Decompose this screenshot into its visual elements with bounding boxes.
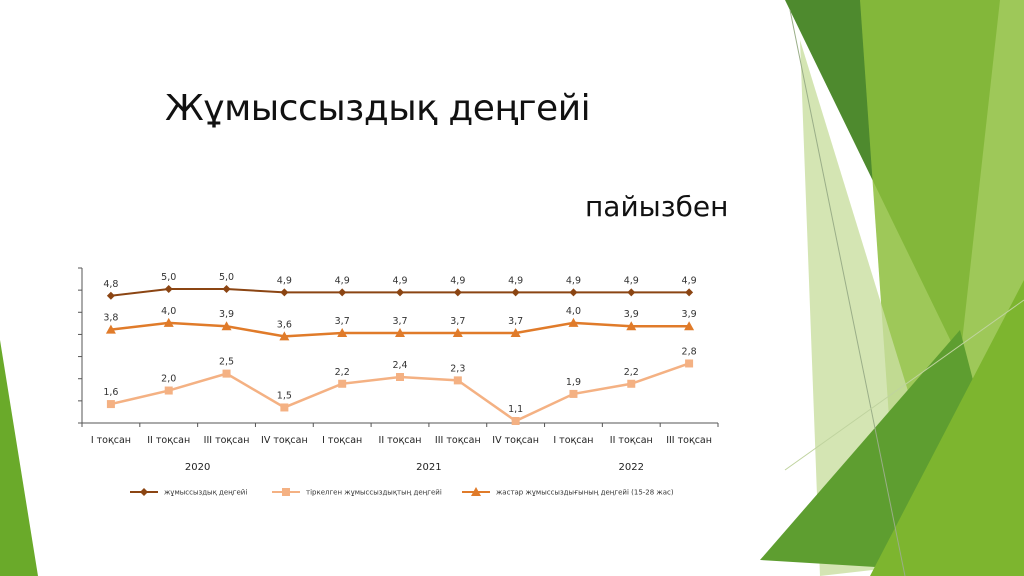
data-point xyxy=(453,288,462,297)
data-label: 4,9 xyxy=(450,275,465,286)
data-point xyxy=(511,417,520,425)
data-point xyxy=(105,324,116,334)
x-tick-label: II тоқсан xyxy=(610,435,653,446)
data-label: 4,9 xyxy=(624,275,639,286)
data-label: 1,5 xyxy=(277,390,292,401)
data-point xyxy=(395,328,405,337)
data-point xyxy=(282,488,290,496)
year-label: 2021 xyxy=(416,462,441,473)
data-label: 5,0 xyxy=(161,272,176,283)
data-point xyxy=(140,488,148,496)
data-point xyxy=(569,389,578,398)
data-point xyxy=(627,379,636,388)
legend-label: жұмыссыздық деңгейі xyxy=(164,489,247,497)
data-label: 2,2 xyxy=(335,367,350,378)
data-label: 4,0 xyxy=(566,306,581,317)
data-point xyxy=(569,288,578,297)
data-point xyxy=(163,317,174,327)
x-tick-label: III тоқсан xyxy=(435,435,481,446)
data-label: 2,8 xyxy=(682,346,697,357)
data-point xyxy=(684,321,695,331)
data-label: 3,7 xyxy=(508,316,523,327)
data-point xyxy=(222,285,231,293)
x-tick-label: II тоқсан xyxy=(147,435,190,446)
data-label: 4,9 xyxy=(277,275,292,286)
data-label: 4,9 xyxy=(335,275,350,286)
data-label: 2,2 xyxy=(624,367,639,378)
data-label: 3,9 xyxy=(219,309,234,320)
data-label: 5,0 xyxy=(219,272,234,283)
data-label: 2,5 xyxy=(219,357,234,368)
series-line xyxy=(110,362,690,423)
x-tick-label: IV тоқсан xyxy=(492,435,539,446)
data-point xyxy=(280,288,289,297)
x-tick-label: III тоқсан xyxy=(666,435,712,446)
data-label: 1,1 xyxy=(508,404,523,415)
data-label: 2,0 xyxy=(161,374,176,385)
data-label: 4,0 xyxy=(161,306,176,317)
data-label: 2,3 xyxy=(450,363,465,374)
data-point xyxy=(338,379,347,388)
slide-subtitle: пайызбен xyxy=(585,190,729,223)
x-tick-label: IV тоқсан xyxy=(261,435,308,446)
data-point xyxy=(396,288,404,297)
data-label: 1,6 xyxy=(103,387,118,398)
data-point xyxy=(510,328,521,337)
year-label: 2022 xyxy=(619,462,644,473)
data-point xyxy=(337,328,348,337)
data-label: 4,9 xyxy=(566,275,581,286)
legend-label: тіркелген жұмыссыздықтың деңгейі xyxy=(306,489,442,497)
data-label: 3,8 xyxy=(103,313,118,324)
data-label: 4,9 xyxy=(508,275,523,286)
year-label: 2020 xyxy=(185,462,210,473)
data-point xyxy=(453,376,462,385)
data-point xyxy=(452,328,463,337)
data-point xyxy=(280,403,289,412)
data-point xyxy=(164,285,173,293)
data-point xyxy=(396,373,404,381)
data-label: 3,7 xyxy=(450,316,465,327)
data-label: 3,7 xyxy=(335,316,350,327)
data-point xyxy=(338,288,347,297)
data-point xyxy=(222,369,231,378)
data-point xyxy=(568,317,579,327)
left-green-triangle xyxy=(0,340,38,576)
data-point xyxy=(164,386,173,395)
deco-line xyxy=(784,299,1024,471)
x-tick-label: I тоқсан xyxy=(91,435,131,446)
data-label: 4,9 xyxy=(682,275,697,286)
legend-label: жастар жұмыссыздығының деңгейі (15-28 жа… xyxy=(496,489,674,497)
deco-line xyxy=(789,9,906,576)
data-label: 3,9 xyxy=(624,309,639,320)
x-tick-label: I тоқсан xyxy=(322,435,362,446)
data-label: 1,9 xyxy=(566,377,581,388)
x-tick-label: III тоқсан xyxy=(204,435,250,446)
data-point xyxy=(685,288,694,297)
data-label: 2,4 xyxy=(392,360,407,371)
slide-title: Жұмыссыздық деңгейі xyxy=(165,88,591,129)
data-point xyxy=(627,288,636,297)
data-point xyxy=(106,291,115,300)
data-label: 4,8 xyxy=(103,279,118,290)
x-tick-label: II тоқсан xyxy=(379,435,422,446)
data-label: 3,6 xyxy=(277,319,292,330)
data-point xyxy=(511,288,520,297)
data-point xyxy=(685,359,694,368)
x-tick-label: I тоқсан xyxy=(553,435,593,446)
right-bright-green-shape xyxy=(870,280,1024,576)
data-point xyxy=(279,331,290,341)
data-label: 4,9 xyxy=(392,275,407,286)
data-label: 3,9 xyxy=(682,309,697,320)
data-label: 3,7 xyxy=(392,316,407,327)
data-point xyxy=(471,487,481,496)
data-point xyxy=(106,400,115,409)
data-point xyxy=(221,321,232,331)
data-point xyxy=(626,321,637,331)
